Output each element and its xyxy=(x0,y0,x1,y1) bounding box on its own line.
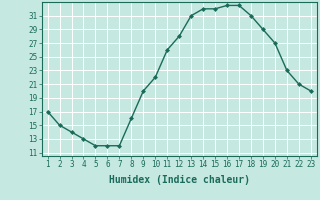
X-axis label: Humidex (Indice chaleur): Humidex (Indice chaleur) xyxy=(109,175,250,185)
